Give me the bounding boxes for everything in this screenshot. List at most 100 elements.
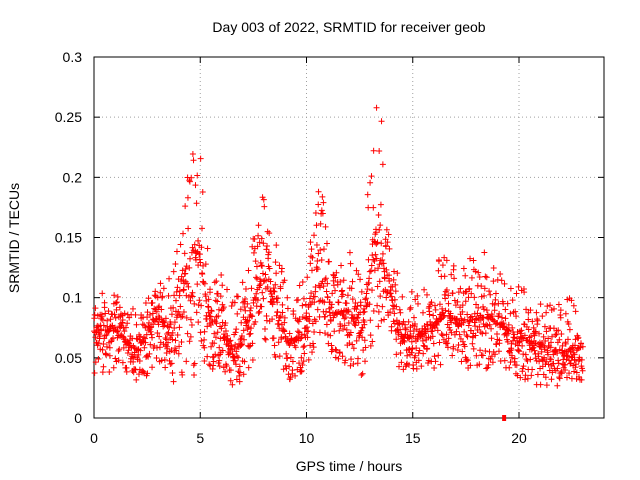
data-point — [543, 382, 550, 389]
data-point — [113, 328, 120, 335]
data-point — [350, 345, 357, 352]
data-point — [302, 314, 309, 321]
y-tick-label: 0.05 — [55, 350, 82, 366]
data-point — [228, 303, 235, 310]
data-point — [357, 302, 364, 309]
data-point — [103, 331, 110, 338]
data-point — [184, 280, 191, 287]
data-point — [343, 326, 350, 333]
data-point — [370, 147, 377, 154]
data-point — [193, 309, 200, 316]
data-point — [373, 104, 380, 111]
data-point — [365, 204, 372, 211]
data-point — [172, 260, 179, 267]
data-point — [264, 242, 271, 249]
data-point — [350, 315, 357, 322]
data-point — [214, 298, 221, 305]
data-point — [280, 366, 287, 373]
data-point — [361, 318, 368, 325]
data-point — [220, 364, 227, 371]
data-point — [502, 306, 509, 313]
data-point — [91, 311, 98, 318]
data-point — [309, 349, 316, 356]
data-point — [311, 329, 318, 336]
data-point — [317, 284, 324, 291]
data-point — [121, 310, 128, 317]
data-point — [483, 307, 490, 314]
data-point — [154, 329, 161, 336]
data-point — [358, 371, 365, 378]
data-point — [552, 331, 559, 338]
data-point — [384, 239, 391, 246]
data-point — [219, 282, 226, 289]
data-point — [111, 311, 118, 318]
data-point — [402, 326, 409, 333]
data-point — [327, 317, 334, 324]
data-point — [299, 361, 306, 368]
data-point — [115, 357, 122, 364]
data-point — [112, 314, 119, 321]
data-point — [428, 328, 435, 335]
data-point — [500, 320, 507, 327]
data-point — [400, 366, 407, 373]
data-point — [116, 346, 123, 353]
data-point — [341, 315, 348, 322]
data-point — [210, 362, 217, 369]
data-point — [355, 271, 362, 278]
data-point — [316, 329, 323, 336]
data-point — [344, 292, 351, 299]
data-point — [563, 352, 570, 359]
data-point — [472, 316, 479, 323]
data-point — [168, 360, 175, 367]
data-point — [472, 323, 479, 330]
data-point — [556, 375, 563, 382]
data-point — [519, 365, 526, 372]
data-point — [287, 374, 294, 381]
data-point — [282, 333, 289, 340]
data-point — [363, 290, 370, 297]
data-point — [284, 294, 291, 301]
data-point — [156, 344, 163, 351]
data-point — [149, 299, 156, 306]
data-point — [180, 308, 187, 315]
data-point — [235, 368, 242, 375]
data-point — [207, 321, 214, 328]
data-point — [328, 301, 335, 308]
data-point — [575, 334, 582, 341]
data-point — [486, 288, 493, 295]
data-point — [366, 268, 373, 275]
data-point — [250, 249, 257, 256]
data-point — [367, 317, 374, 324]
data-point — [263, 246, 270, 253]
data-point — [554, 339, 561, 346]
data-point — [507, 285, 514, 292]
data-point — [537, 301, 544, 308]
data-point — [345, 308, 352, 315]
data-point — [456, 331, 463, 338]
data-point — [247, 330, 254, 337]
data-point — [216, 344, 223, 351]
data-point — [399, 293, 406, 300]
data-point — [467, 255, 474, 262]
data-point — [430, 312, 437, 319]
chart-title: Day 003 of 2022, SRMTID for receiver geo… — [212, 19, 485, 35]
data-point — [479, 352, 486, 359]
data-point — [429, 333, 436, 340]
data-point — [566, 357, 573, 364]
data-point — [123, 368, 130, 375]
data-point — [465, 294, 472, 301]
data-point — [322, 313, 329, 320]
data-point — [160, 285, 167, 292]
data-point — [390, 276, 397, 283]
data-point — [472, 332, 479, 339]
data-point — [271, 342, 278, 349]
data-point — [364, 191, 371, 198]
data-point — [502, 315, 509, 322]
data-point — [233, 326, 240, 333]
data-point — [450, 343, 457, 350]
data-point — [171, 319, 178, 326]
data-point — [435, 267, 442, 274]
data-point — [525, 316, 532, 323]
data-point — [515, 347, 522, 354]
